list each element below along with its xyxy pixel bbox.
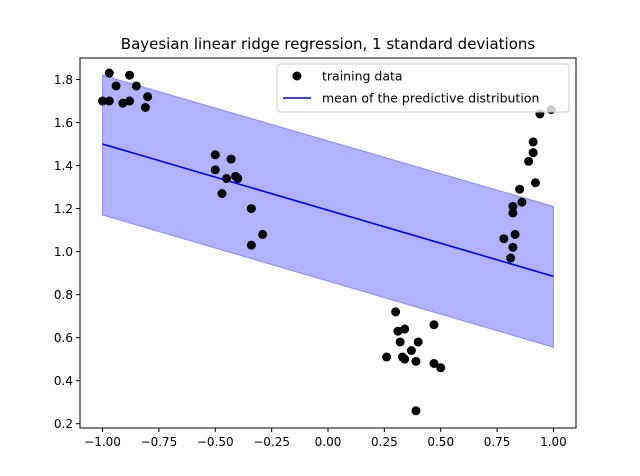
training-point — [524, 156, 534, 166]
x-tick-label: 0.00 — [315, 435, 342, 449]
training-point — [125, 96, 135, 106]
y-tick-label: 1.8 — [54, 73, 73, 87]
x-tick-label: −1.00 — [84, 435, 121, 449]
training-point — [400, 354, 410, 364]
training-point — [411, 406, 421, 416]
training-point — [393, 326, 403, 336]
training-point — [222, 173, 232, 183]
x-tick-label: −0.50 — [197, 435, 234, 449]
x-tick-label: 0.25 — [371, 435, 398, 449]
training-point — [528, 137, 538, 147]
training-point — [499, 234, 509, 244]
mean-line — [102, 143, 554, 278]
training-point — [118, 98, 128, 108]
training-point — [530, 178, 540, 188]
legend-box — [276, 63, 570, 113]
training-point — [131, 81, 141, 91]
x-tick-label: −0.25 — [253, 435, 290, 449]
legend-label-mean-line: mean of the predictive distribution — [322, 91, 539, 106]
training-point — [436, 363, 446, 373]
training-point — [413, 337, 423, 347]
training-point — [104, 96, 114, 106]
training-point — [506, 253, 516, 263]
mean-line-layer — [102, 143, 554, 278]
training-point — [210, 165, 220, 175]
y-tick-label: 1.0 — [54, 245, 73, 259]
legend-marker-training-data — [292, 71, 302, 81]
training-points-layer — [98, 68, 556, 416]
x-axis: −1.00 −0.75 −0.50 −0.25 0.00 0.25 0.50 0.75 1.00 — [84, 428, 567, 449]
training-point — [246, 240, 256, 250]
chart-title: Bayesian linear ridge regression, 1 stan… — [121, 35, 536, 53]
training-point — [508, 242, 518, 252]
legend: training data mean of the predictive dis… — [276, 63, 570, 113]
training-point — [143, 92, 153, 102]
training-point — [395, 337, 405, 347]
training-point — [429, 358, 439, 368]
y-tick-label: 0.4 — [54, 374, 73, 388]
y-tick-label: 1.4 — [54, 159, 73, 173]
training-point — [233, 173, 243, 183]
x-tick-label: 1.00 — [540, 435, 567, 449]
training-point — [104, 68, 114, 78]
y-tick-label: 0.8 — [54, 288, 73, 302]
training-point — [510, 229, 520, 239]
x-tick-label: −0.75 — [141, 435, 178, 449]
training-point — [217, 189, 227, 199]
y-axis: 0.2 0.4 0.6 0.8 1.0 1.2 1.4 1.6 1.8 — [54, 73, 80, 431]
training-point — [508, 201, 518, 211]
training-point — [111, 81, 121, 91]
training-point — [226, 154, 236, 164]
training-point — [140, 102, 150, 112]
training-point — [382, 352, 392, 362]
training-point — [246, 204, 256, 214]
training-point — [125, 70, 135, 80]
training-point — [98, 96, 108, 106]
y-tick-label: 0.6 — [54, 331, 73, 345]
training-point — [258, 229, 268, 239]
std-band-layer — [102, 74, 554, 348]
x-tick-label: 0.75 — [484, 435, 511, 449]
training-point — [210, 150, 220, 160]
legend-label-training-data: training data — [322, 69, 403, 84]
training-point — [411, 356, 421, 366]
training-point — [517, 197, 527, 207]
training-point — [515, 184, 525, 194]
training-point — [391, 307, 401, 317]
y-tick-label: 1.6 — [54, 116, 73, 130]
training-point — [528, 148, 538, 158]
y-tick-label: 1.2 — [54, 202, 73, 216]
x-tick-label: 0.50 — [427, 435, 454, 449]
training-point — [429, 320, 439, 330]
training-point — [508, 208, 518, 218]
y-tick-label: 0.2 — [54, 417, 73, 431]
std-band — [102, 74, 554, 348]
training-point — [400, 324, 410, 334]
training-point — [406, 346, 416, 356]
